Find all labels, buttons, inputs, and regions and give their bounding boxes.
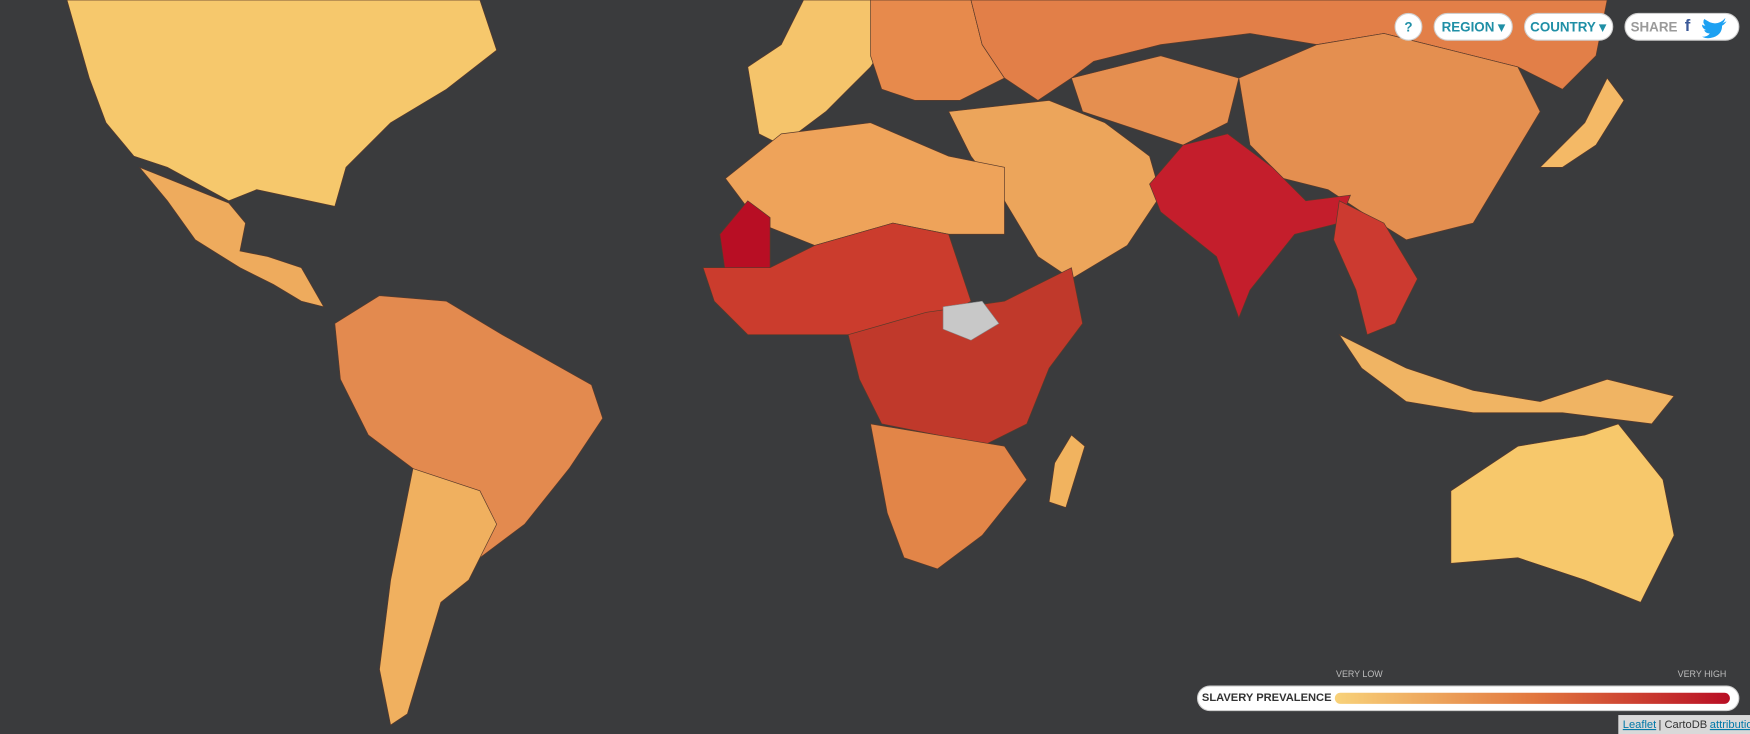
- help-button[interactable]: [1394, 12, 1423, 41]
- region-label: REGION ▾: [1442, 19, 1505, 34]
- south-america-north[interactable]: [334, 295, 604, 559]
- no-data[interactable]: [942, 300, 1000, 341]
- attribution-link[interactable]: attribution: [1710, 719, 1750, 731]
- leaflet-link[interactable]: Leaflet: [1623, 719, 1657, 731]
- cartodb-text: | CartoDB: [1658, 719, 1707, 731]
- attribution: Leaflet | CartoDB attribution: [1618, 715, 1750, 734]
- southern-africa[interactable]: [870, 423, 1028, 570]
- country-label: COUNTRY ▾: [1530, 19, 1606, 34]
- india[interactable]: [1149, 133, 1351, 319]
- central-asia[interactable]: [1070, 55, 1240, 146]
- country-button[interactable]: [1523, 12, 1614, 41]
- twitter-button[interactable]: [1702, 17, 1727, 39]
- north-america[interactable]: [66, 0, 498, 207]
- mauritania[interactable]: [719, 200, 771, 274]
- legend: VERY LOW VERY HIGH SLAVERY PREVALENCE: [1196, 669, 1740, 712]
- legend-high: VERY HIGH: [1678, 669, 1727, 679]
- countries: [66, 0, 1675, 726]
- help-label: ?: [1404, 19, 1412, 34]
- australia[interactable]: [1450, 423, 1675, 603]
- legend-low: VERY LOW: [1336, 669, 1383, 679]
- china[interactable]: [1238, 33, 1541, 241]
- controls: ? REGION ▾ COUNTRY ▾ SHARE f: [1394, 12, 1740, 41]
- facebook-button[interactable]: f: [1685, 16, 1691, 35]
- legend-title: SLAVERY PREVALENCE: [1202, 692, 1332, 704]
- legend-gradient: [1334, 692, 1730, 704]
- region-button[interactable]: [1433, 12, 1513, 41]
- japan[interactable]: [1539, 77, 1625, 168]
- indonesia[interactable]: [1338, 333, 1675, 425]
- share-label: SHARE: [1631, 19, 1678, 34]
- mexico[interactable]: [139, 167, 325, 308]
- north-africa[interactable]: [724, 122, 1005, 246]
- madagascar[interactable]: [1048, 434, 1086, 508]
- southeast-asia[interactable]: [1333, 200, 1418, 336]
- central-africa[interactable]: [847, 267, 1083, 447]
- attribution-box: [1618, 715, 1750, 734]
- south-america-south[interactable]: [379, 468, 498, 726]
